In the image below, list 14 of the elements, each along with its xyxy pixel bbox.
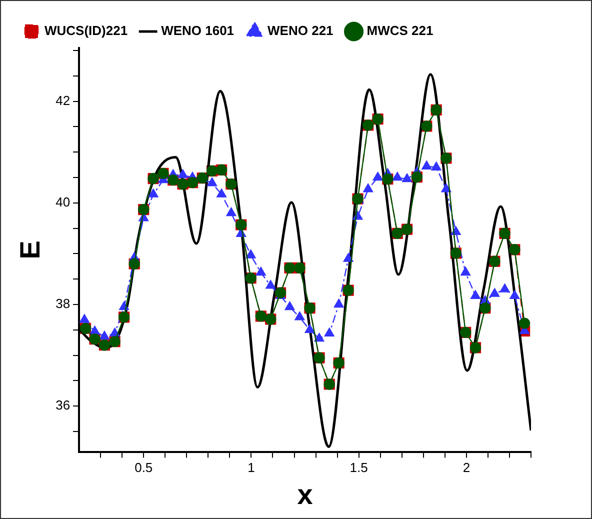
legend-label: MWCS 221 xyxy=(366,23,434,38)
legend-label: WENO 1601 xyxy=(161,23,234,38)
y-tick-label: 36 xyxy=(56,398,70,413)
legend-label: WENO 221 xyxy=(268,23,334,38)
x-tick-label: 2 xyxy=(462,460,470,476)
legend-label: WUCS(ID)221 xyxy=(44,23,128,38)
y-tick-label: 42 xyxy=(56,92,70,108)
y-tick-label: 38 xyxy=(56,296,70,312)
x-tick-label: 1.5 xyxy=(350,460,368,476)
x-axis-title: x xyxy=(297,478,314,510)
x-tick-label: 1 xyxy=(248,460,255,476)
y-tick-label: 40 xyxy=(56,194,70,210)
x-tick-label: 0.5 xyxy=(134,460,153,476)
y-axis-title: E xyxy=(14,240,46,260)
